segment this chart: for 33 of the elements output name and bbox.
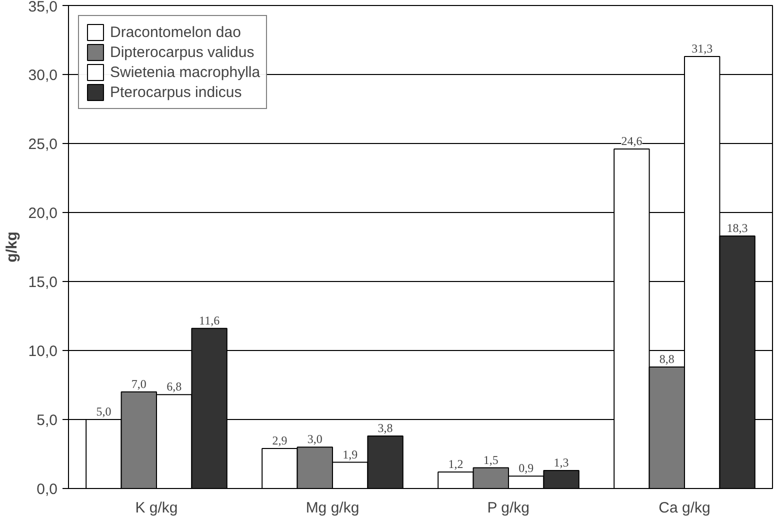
y-tick-label: 20,0 (28, 205, 58, 222)
x-tick-label: K g/kg (135, 500, 178, 516)
x-tick-label: Mg g/kg (306, 500, 360, 516)
y-axis-title: g/kg (3, 232, 20, 262)
data-label: 7,0 (131, 376, 146, 391)
data-label: 31,3 (692, 42, 713, 56)
data-label: 18,3 (726, 220, 748, 235)
y-tick-label: 35,0 (28, 0, 58, 16)
data-label: 6,8 (166, 380, 182, 394)
data-label: 11,6 (199, 313, 220, 328)
y-tick-label: 25,0 (28, 136, 58, 153)
x-tick-label: Ca g/kg (658, 500, 710, 516)
data-label: 24,6 (621, 134, 642, 148)
data-label: 8,8 (659, 352, 674, 366)
y-tick-label: 15,0 (28, 274, 58, 291)
data-label: 3,0 (307, 432, 322, 446)
y-tick-label: 10,0 (28, 343, 58, 360)
data-label: 3,8 (378, 421, 393, 436)
y-tick-label: 0,0 (36, 481, 58, 498)
data-label: 5,0 (96, 404, 112, 418)
legend-label: Dracontomelon dao (110, 24, 241, 40)
data-label: 0,9 (518, 461, 534, 476)
legend-label: Swietenia macrophylla (110, 64, 260, 80)
data-label: 1,3 (554, 456, 569, 470)
legend-label: Pterocarpus indicus (110, 84, 242, 100)
data-label: 1,5 (483, 452, 498, 467)
y-tick-label: 30,0 (28, 67, 58, 84)
legend-label: Dipterocarpus validus (110, 44, 254, 60)
data-label: 2,9 (272, 433, 288, 448)
data-label: 1,9 (342, 447, 358, 462)
y-tick-label: 5,0 (36, 412, 58, 429)
x-tick-label: P g/kg (487, 500, 530, 516)
data-label: 1,2 (448, 456, 464, 471)
